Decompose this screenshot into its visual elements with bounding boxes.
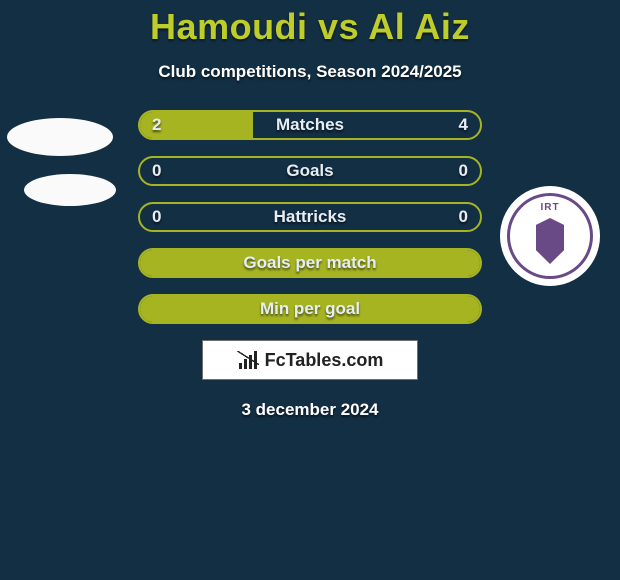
brand-chart-icon — [237, 351, 259, 369]
brand-text: FcTables.com — [265, 350, 384, 371]
page-title: Hamoudi vs Al Aiz — [0, 0, 620, 48]
right-team-crest — [507, 193, 593, 279]
right-team-badge — [500, 186, 600, 286]
stat-label: Matches — [140, 112, 480, 138]
stat-label: Goals — [140, 158, 480, 184]
stat-row: 24Matches — [138, 110, 482, 140]
stat-row: Min per goal — [138, 294, 482, 324]
page-subtitle: Club competitions, Season 2024/2025 — [0, 62, 620, 82]
stat-label: Hattricks — [140, 204, 480, 230]
stat-row: 00Hattricks — [138, 202, 482, 232]
left-team-badge-1 — [7, 118, 113, 156]
stat-row: 00Goals — [138, 156, 482, 186]
datestamp: 3 december 2024 — [0, 400, 620, 420]
brand-box: FcTables.com — [202, 340, 418, 380]
left-team-badge-2 — [24, 174, 116, 206]
stat-label: Goals per match — [140, 250, 480, 276]
stat-row: Goals per match — [138, 248, 482, 278]
stat-label: Min per goal — [140, 296, 480, 322]
stat-bars: 24Matches 00Goals 00Hattricks Goals per mat… — [138, 110, 482, 324]
